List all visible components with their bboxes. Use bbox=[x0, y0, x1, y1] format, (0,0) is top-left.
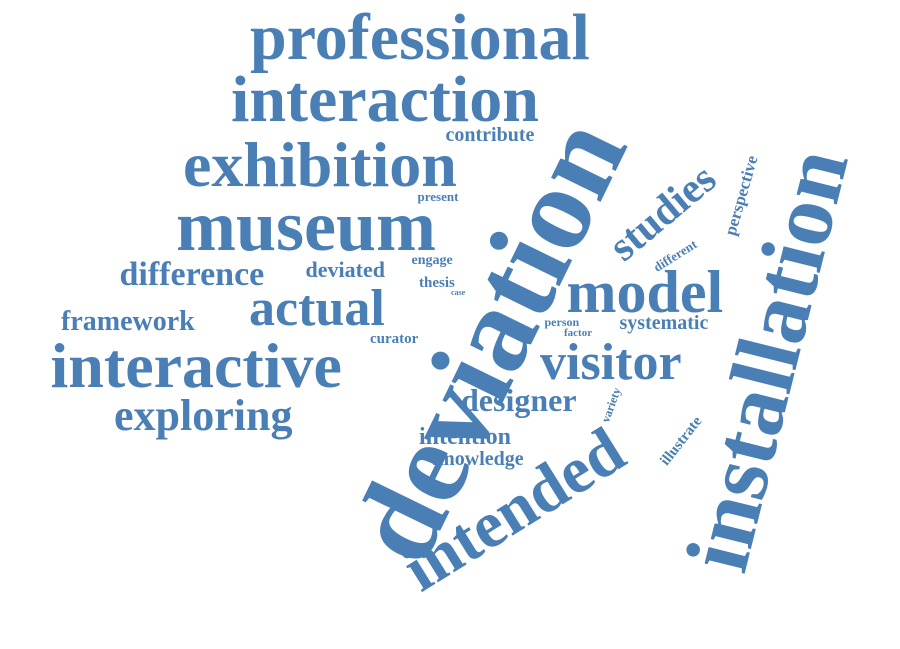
word-curator: curator bbox=[370, 330, 419, 347]
word-exploring: exploring bbox=[114, 391, 293, 440]
word-thesis: thesis bbox=[419, 274, 455, 291]
word-intention: intention bbox=[419, 424, 512, 450]
word-case: case bbox=[451, 288, 466, 297]
word-visitor: visitor bbox=[540, 334, 682, 391]
word-museum: museum bbox=[176, 186, 437, 266]
word-actual: actual bbox=[249, 280, 385, 337]
word-present: present bbox=[417, 188, 459, 204]
word-engage: engage bbox=[411, 253, 453, 268]
word-person: person bbox=[544, 315, 580, 329]
word-exhibition: exhibition bbox=[183, 129, 457, 200]
word-model: model bbox=[566, 259, 724, 325]
word-deviated: deviated bbox=[305, 257, 385, 282]
word-difference: difference bbox=[119, 256, 265, 293]
word-contribute: contribute bbox=[445, 124, 535, 146]
word-systematic: systematic bbox=[619, 312, 709, 334]
word-designer: designer bbox=[461, 382, 577, 418]
word-interactive: interactive bbox=[50, 330, 342, 401]
word-knowledge: knowledge bbox=[432, 448, 524, 470]
word-professional: professional bbox=[250, 1, 590, 74]
word-interaction: interaction bbox=[231, 63, 539, 136]
word-variety: variety bbox=[598, 385, 624, 425]
word-factor: factor bbox=[564, 326, 593, 339]
word-framework: framework bbox=[61, 306, 195, 337]
